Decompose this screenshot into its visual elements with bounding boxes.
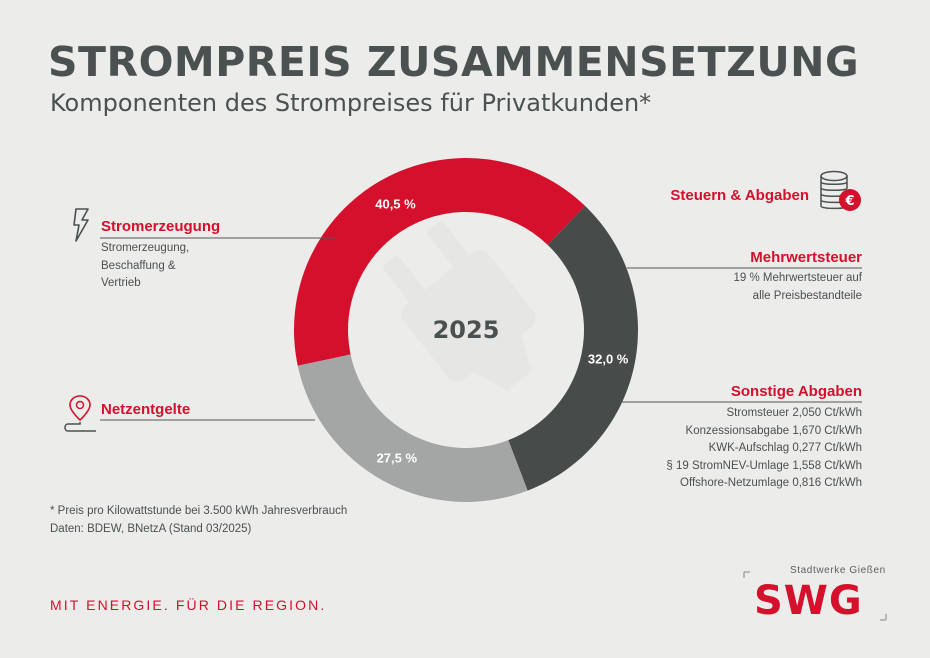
stromerzeugung-title: Stromerzeugung [101,218,221,235]
mehrwertsteuer-title: Mehrwertsteuer [750,249,862,266]
description-line: Beschaffung & [101,259,176,272]
slogan: MIT ENERGIE. FÜR DIE REGION. [50,597,327,613]
list-item: Stromsteuer 2,050 Ct/kWh [726,407,863,419]
donut-slice-steuern-abgaben [508,205,638,491]
description-line: Vertrieb [101,277,141,289]
description-line: 19 % Mehrwertsteuer auf [733,272,862,284]
donut-slices [294,157,638,502]
mehrwertsteuer-description: 19 % Mehrwertsteuer auf alle Preisbestan… [734,270,862,305]
swg-logo: SWG [742,570,890,627]
slice-value-label: 40,5 % [375,196,416,211]
map-pin-route-icon [62,394,98,439]
stromerzeugung-description: Stromerzeugung, Beschaffung & Vertrieb [101,240,189,293]
slice-value-label: 32,0 % [588,352,629,367]
page-title: STROMPREIS ZUSAMMENSETZUNG [48,38,860,86]
footnote: * Preis pro Kilowattstunde bei 3.500 kWh… [50,502,347,538]
list-item: KWK-Aufschlag 0,277 Ct/kWh [708,442,862,454]
lightning-icon [73,208,91,247]
footnote-line: * Preis pro Kilowattstunde bei 3.500 kWh… [50,505,348,517]
logo-text: SWG [754,578,863,622]
page-subtitle: Komponenten des Strompreises für Privatk… [50,89,652,117]
steuern-abgaben-title: Steuern & Abgaben [670,187,809,204]
netzentgelte-title: Netzentgelte [101,401,191,418]
source-line: Daten: BDEW, BNetzA (Stand 03/2025) [50,523,252,535]
center-year: 2025 [433,316,500,344]
brand-name: Stadtwerke Gießen [790,565,886,576]
description-line: alle Preisbestandteile [752,289,862,302]
slice-value-label: 27,5 % [377,450,418,465]
coin-stack-euro-icon: € [814,168,866,221]
sonstige-abgaben-list: Stromsteuer 2,050 Ct/kWh Konzessionsabga… [666,405,862,493]
donut-slice-netzentgelte [297,354,528,502]
description-line: Stromerzeugung, [101,242,190,254]
plug-watermark-icon [382,220,536,391]
sonstige-abgaben-title: Sonstige Abgaben [730,383,862,400]
list-item: Konzessionsabgabe 1,670 Ct/kWh [685,424,862,437]
list-item: § 19 StromNEV-Umlage 1,558 Ct/kWh [666,459,862,472]
slice-labels: 40,5 % 32,0 % 27,5 % [375,196,629,465]
svg-text:€: € [844,194,854,209]
donut-slice-stromerzeugung [294,157,586,366]
list-item: Offshore-Netzumlage 0,816 Ct/kWh [680,477,862,489]
